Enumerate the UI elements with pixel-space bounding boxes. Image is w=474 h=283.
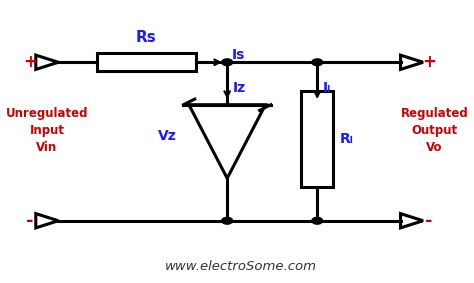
Text: +: + xyxy=(23,53,37,71)
Circle shape xyxy=(222,217,233,224)
Text: +: + xyxy=(422,53,436,71)
Text: Is: Is xyxy=(232,48,245,62)
Text: -: - xyxy=(425,212,433,230)
Text: Rₗ: Rₗ xyxy=(340,132,354,146)
Text: Rs: Rs xyxy=(136,29,156,44)
Bar xyxy=(97,53,196,71)
Circle shape xyxy=(222,59,233,66)
Text: Unregulated
Input
Vin: Unregulated Input Vin xyxy=(6,107,88,154)
Circle shape xyxy=(312,59,323,66)
Text: Iₗ: Iₗ xyxy=(323,81,331,95)
Bar xyxy=(301,91,333,187)
Circle shape xyxy=(312,217,323,224)
Text: Regulated
Output
Vo: Regulated Output Vo xyxy=(401,107,468,154)
Text: -: - xyxy=(26,212,34,230)
Text: Vz: Vz xyxy=(158,129,177,143)
Text: www.electroSome.com: www.electroSome.com xyxy=(164,260,317,273)
Text: Iz: Iz xyxy=(233,81,246,95)
